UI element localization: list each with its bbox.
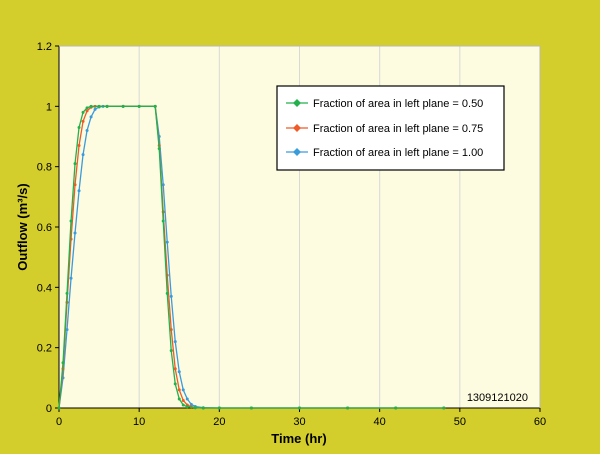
data-point [73, 183, 77, 187]
x-tick-label: 40 [374, 416, 386, 428]
legend-label: Fraction of area in left plane = 0.50 [313, 98, 483, 110]
x-tick-label: 60 [534, 416, 546, 428]
data-point [181, 398, 185, 402]
data-point [77, 189, 81, 193]
data-point [298, 406, 301, 410]
series-0 [57, 104, 446, 410]
data-point [185, 405, 189, 409]
x-tick-label: 50 [454, 416, 466, 428]
series-line [58, 105, 444, 409]
data-point [189, 402, 193, 406]
data-point [169, 294, 173, 298]
data-point [121, 104, 125, 108]
data-point [85, 106, 89, 110]
legend-box [276, 85, 505, 171]
y-tick-label: 1.2 [37, 41, 52, 53]
y-tick-label: 0.4 [37, 282, 52, 294]
x-tick-label: 30 [293, 416, 305, 428]
data-point [97, 104, 101, 108]
data-point [93, 107, 97, 111]
data-point [81, 153, 85, 157]
y-tick-label: 1 [46, 101, 52, 113]
data-point [153, 104, 157, 108]
legend-label: Fraction of area in left plane = 0.75 [313, 123, 483, 135]
data-point [169, 328, 173, 332]
legend-item-1: Fraction of area in left plane = 0.75 [286, 123, 483, 135]
data-point [69, 219, 73, 223]
data-point [85, 128, 89, 132]
legend-label: Fraction of area in left plane = 1.00 [313, 147, 483, 159]
data-point [177, 397, 181, 401]
data-point [161, 219, 165, 223]
data-point [77, 125, 81, 129]
data-point [105, 104, 109, 108]
data-point [193, 406, 197, 410]
data-point [394, 406, 398, 410]
y-tick-label: 0 [46, 403, 52, 415]
data-point [61, 361, 65, 365]
data-point [165, 291, 169, 295]
data-point [137, 104, 141, 108]
legend-swatch-marker [293, 148, 301, 156]
data-point [346, 406, 350, 410]
x-tick-label: 10 [133, 416, 145, 428]
y-tick-label: 0.6 [37, 222, 52, 234]
data-point [85, 109, 89, 113]
data-point [165, 240, 169, 244]
x-tick-label: 20 [213, 416, 225, 428]
x-tick-label: 0 [56, 416, 62, 428]
x-axis-title: Time (hr) [271, 431, 326, 446]
legend-swatch-marker [293, 99, 301, 107]
y-axis-title: Outflow (m³/s) [15, 183, 30, 270]
data-point [89, 104, 93, 108]
data-point [65, 328, 69, 332]
data-point [161, 183, 165, 187]
data-point [185, 397, 189, 401]
legend: Fraction of area in left plane = 0.50 Fr… [276, 85, 505, 171]
data-point [217, 406, 221, 410]
legend-swatch-marker [293, 124, 301, 132]
data-point [173, 367, 177, 371]
y-tick-label: 0.8 [37, 162, 52, 174]
data-point [57, 406, 61, 410]
data-point [69, 276, 73, 280]
data-point [173, 340, 177, 344]
data-point [181, 388, 185, 392]
data-point [177, 388, 181, 392]
data-point [442, 406, 446, 410]
y-tick-label: 0.2 [37, 343, 52, 355]
axes: 0 10 20 30 40 50 60 0 0.2 0.4 0.6 0.8 1 1.2 [37, 41, 546, 428]
data-point [173, 382, 177, 386]
data-point [169, 349, 173, 353]
data-point [73, 162, 77, 166]
data-point [77, 144, 81, 148]
data-point [157, 147, 161, 151]
data-point [89, 115, 93, 119]
data-point [181, 403, 185, 407]
data-series [57, 104, 446, 410]
legend-item-0: Fraction of area in left plane = 0.50 [286, 98, 483, 110]
data-point [201, 406, 205, 410]
data-point [249, 406, 253, 410]
legend-item-2: Fraction of area in left plane = 1.00 [286, 147, 483, 159]
figure-id-annotation: 1309121020 [467, 392, 528, 404]
data-point [65, 291, 69, 295]
data-point [81, 110, 85, 114]
data-point [73, 231, 77, 235]
data-point [81, 119, 85, 123]
data-point [177, 370, 181, 374]
